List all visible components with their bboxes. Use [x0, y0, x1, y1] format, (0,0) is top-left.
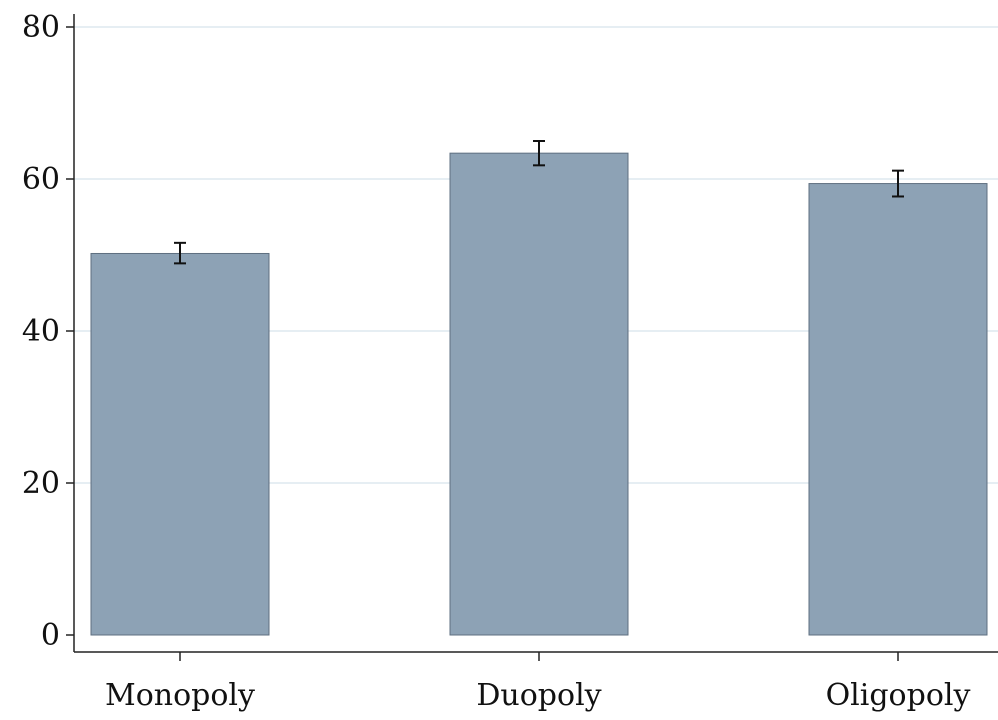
axes: [73, 14, 998, 653]
y-tick-label: 80: [22, 10, 60, 45]
x-tick-label: Oligopoly: [826, 678, 971, 713]
y-tick-label: 60: [22, 162, 60, 197]
bar: [808, 183, 988, 636]
y-tick-label: 40: [22, 314, 60, 349]
bars: [90, 152, 988, 636]
bar: [90, 252, 270, 636]
x-axis-ticks: Monopoly Duopoly Oligopoly: [105, 652, 970, 713]
y-tick-label: 20: [22, 466, 60, 501]
y-axis-ticks: 0 20 40 60 80: [22, 10, 74, 653]
bar: [449, 152, 629, 636]
x-tick-label: Monopoly: [105, 678, 255, 713]
x-tick-label: Duopoly: [476, 678, 601, 713]
y-tick-label: 0: [41, 618, 60, 653]
error-bars: [174, 140, 904, 265]
